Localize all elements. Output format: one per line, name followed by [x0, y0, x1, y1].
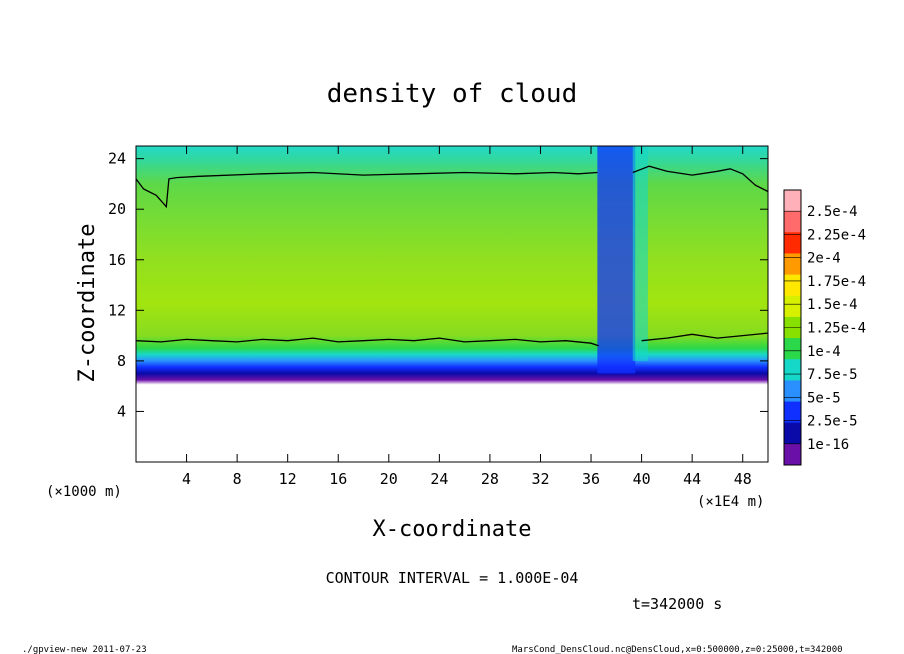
colorbar: 2.5e-4 2.25e-4 2e-4 1.75e-4 1.5e-4 1.25e-4 1e-…	[783, 189, 866, 466]
y-tick-label: 16	[108, 251, 126, 269]
x-tick-label: 12	[279, 470, 297, 488]
contour-upper	[136, 171, 598, 209]
colorbar-swatch	[784, 211, 801, 233]
colorbar-label: 2.5e-4	[807, 204, 858, 220]
colorbar-swatch	[784, 338, 801, 360]
x-tick-label: 28	[481, 470, 499, 488]
footer-right: MarsCond_DensCloud.nc@DensCloud,x=0:5000…	[512, 645, 843, 654]
colorbar-label: 1.25e-4	[807, 321, 866, 337]
plume-region	[597, 146, 636, 374]
colorbar-label: 2.5e-5	[807, 414, 858, 430]
y-axis: 4 8 12 16 20 24	[108, 150, 768, 420]
colorbar-swatch	[784, 232, 801, 254]
time-label: t=342000 s	[632, 595, 722, 613]
density-field	[136, 146, 768, 462]
colorbar-swatch	[784, 295, 801, 318]
x-unit-right: (×1E4 m)	[697, 494, 764, 510]
y-tick-label: 8	[117, 352, 126, 370]
x-tick-label: 48	[734, 470, 752, 488]
colorbar-swatch	[784, 422, 801, 445]
x-axis: 4 8 12 16 20 24 28 32 36 40 44 48	[182, 146, 752, 488]
y-axis-label: Z-coordinate	[75, 224, 100, 383]
x-unit-left: (×1000 m)	[46, 484, 122, 500]
colorbar-label: 1.5e-4	[807, 297, 858, 313]
chart-title: density of cloud	[327, 79, 577, 109]
plot-frame	[135, 145, 769, 463]
x-tick-label: 36	[582, 470, 600, 488]
y-tick-label: 20	[108, 200, 126, 218]
colorbar-swatch	[784, 253, 801, 276]
heatmap-field	[136, 146, 768, 462]
contour-lower-right	[641, 332, 768, 342]
x-tick-label: 20	[380, 470, 398, 488]
contour-lines	[136, 165, 768, 347]
x-tick-label: 8	[233, 470, 242, 488]
contour-lower	[136, 337, 599, 347]
x-tick-label: 44	[683, 470, 701, 488]
colorbar-label: 1e-16	[807, 437, 849, 453]
x-tick-label: 24	[430, 470, 448, 488]
colorbar-swatch	[784, 401, 801, 424]
footer-left: ./gpview-new 2011-07-23	[22, 645, 147, 654]
colorbar-label: 2.25e-4	[807, 227, 866, 243]
x-tick-label: 40	[633, 470, 651, 488]
colorbar-swatch	[784, 359, 801, 381]
colorbar-label: 5e-5	[807, 390, 841, 406]
colorbar-swatch	[784, 443, 801, 466]
colorbar-swatch	[784, 190, 801, 212]
plume-edge	[632, 146, 648, 361]
x-tick-label: 32	[531, 470, 549, 488]
x-tick-label: 4	[182, 470, 191, 488]
contour-upper-right	[632, 165, 768, 193]
colorbar-label: 7.5e-5	[807, 367, 858, 383]
colorbar-label: 1e-4	[807, 344, 841, 360]
colorbar-label: 1.75e-4	[807, 274, 866, 290]
colorbar-swatch	[784, 274, 801, 297]
y-tick-label: 12	[108, 301, 126, 319]
y-tick-label: 24	[108, 150, 126, 168]
x-tick-label: 16	[329, 470, 347, 488]
colorbar-label: 2e-4	[807, 251, 841, 267]
x-axis-label: X-coordinate	[373, 517, 532, 542]
y-tick-label: 4	[117, 402, 126, 420]
colorbar-swatch	[784, 380, 801, 403]
contour-interval: CONTOUR INTERVAL = 1.000E-04	[326, 569, 579, 587]
